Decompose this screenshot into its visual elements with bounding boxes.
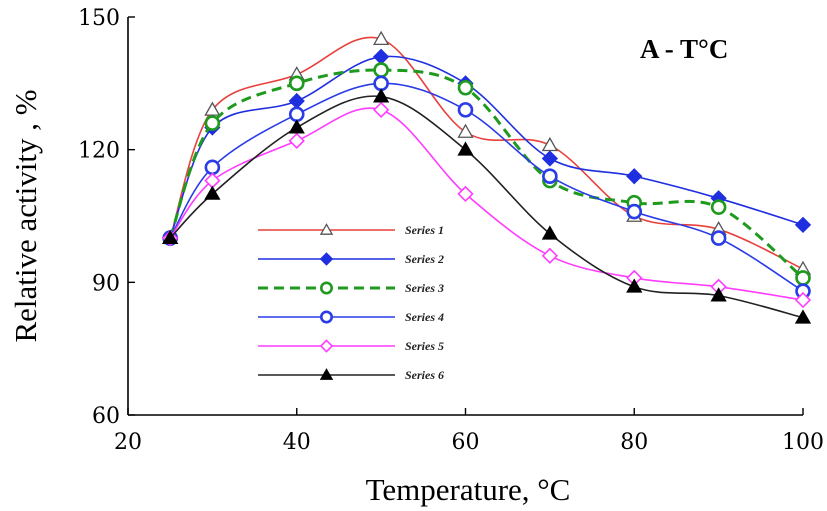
series-3-point [204,115,221,131]
series-2-point [541,150,559,167]
series-1-point [373,30,390,46]
series-2-point [794,216,812,233]
series-4-point [710,230,727,246]
series-6-point [288,119,305,134]
legend-entry: Series 6 [405,368,444,382]
series-4-line [169,82,804,292]
series-3 [162,62,811,286]
legend-marker [319,281,333,295]
series-6-line [169,95,804,319]
series-6-point [541,225,558,240]
y-axis-label: Relative activity , % [8,89,43,342]
series-2-point [372,48,390,65]
x-tick-label: 100 [782,430,824,455]
series-6-point [626,278,643,293]
y-tick-label: 120 [78,139,120,164]
series-5-point [288,132,305,149]
series-5-point [372,101,390,118]
series-4-point [373,75,389,92]
series-6-point [710,287,727,302]
series-3-point [457,79,474,96]
series-3-line [168,68,804,280]
legend-entry: Series 4 [405,310,444,324]
series-2-point [288,92,305,110]
series-1-line [169,36,804,270]
chart-annotation: A - T°C [640,34,728,64]
series-4-point [288,106,305,123]
y-tick-label: 150 [78,6,120,31]
series-6-point [457,141,474,156]
series-4-point [457,102,474,118]
series-4-point [626,203,643,220]
legend-entry: Series 1 [405,223,444,237]
series-5-point [794,291,812,309]
series-6-point [794,309,812,324]
series-4-point [542,168,558,184]
series-6-point [162,229,179,245]
series-3-point [795,270,811,286]
series-5-point [541,247,559,264]
series-4 [162,75,811,299]
legend-marker [319,252,334,266]
y-tick-label: 90 [92,271,120,296]
x-tick-label: 40 [283,430,311,455]
legend-marker [319,223,334,235]
legend-marker [319,368,334,380]
series-6 [162,88,812,324]
legend-entry: Series 3 [405,281,444,295]
series-1-point [204,101,221,116]
legend-entry: Series 2 [405,252,444,266]
series-1-point [457,123,474,138]
legend-entry: Series 5 [405,339,444,353]
x-axis-label: Temperature, °C [366,472,571,507]
series-3-point [288,75,305,92]
series-3-point [710,199,727,215]
series-6-point [373,88,390,103]
series-2 [162,48,812,247]
x-tick-label: 20 [114,430,142,455]
x-tick-label: 80 [620,430,648,455]
series-4-point [204,159,221,176]
series-6-point [204,185,221,200]
series-5-point [457,185,474,203]
series-3-point [373,62,389,78]
series-1-point [541,136,558,152]
series-2-point [626,168,643,185]
legend-marker [319,339,334,353]
y-tick-label: 60 [92,404,120,429]
x-tick-label: 60 [452,430,480,455]
legend-marker [319,310,333,324]
